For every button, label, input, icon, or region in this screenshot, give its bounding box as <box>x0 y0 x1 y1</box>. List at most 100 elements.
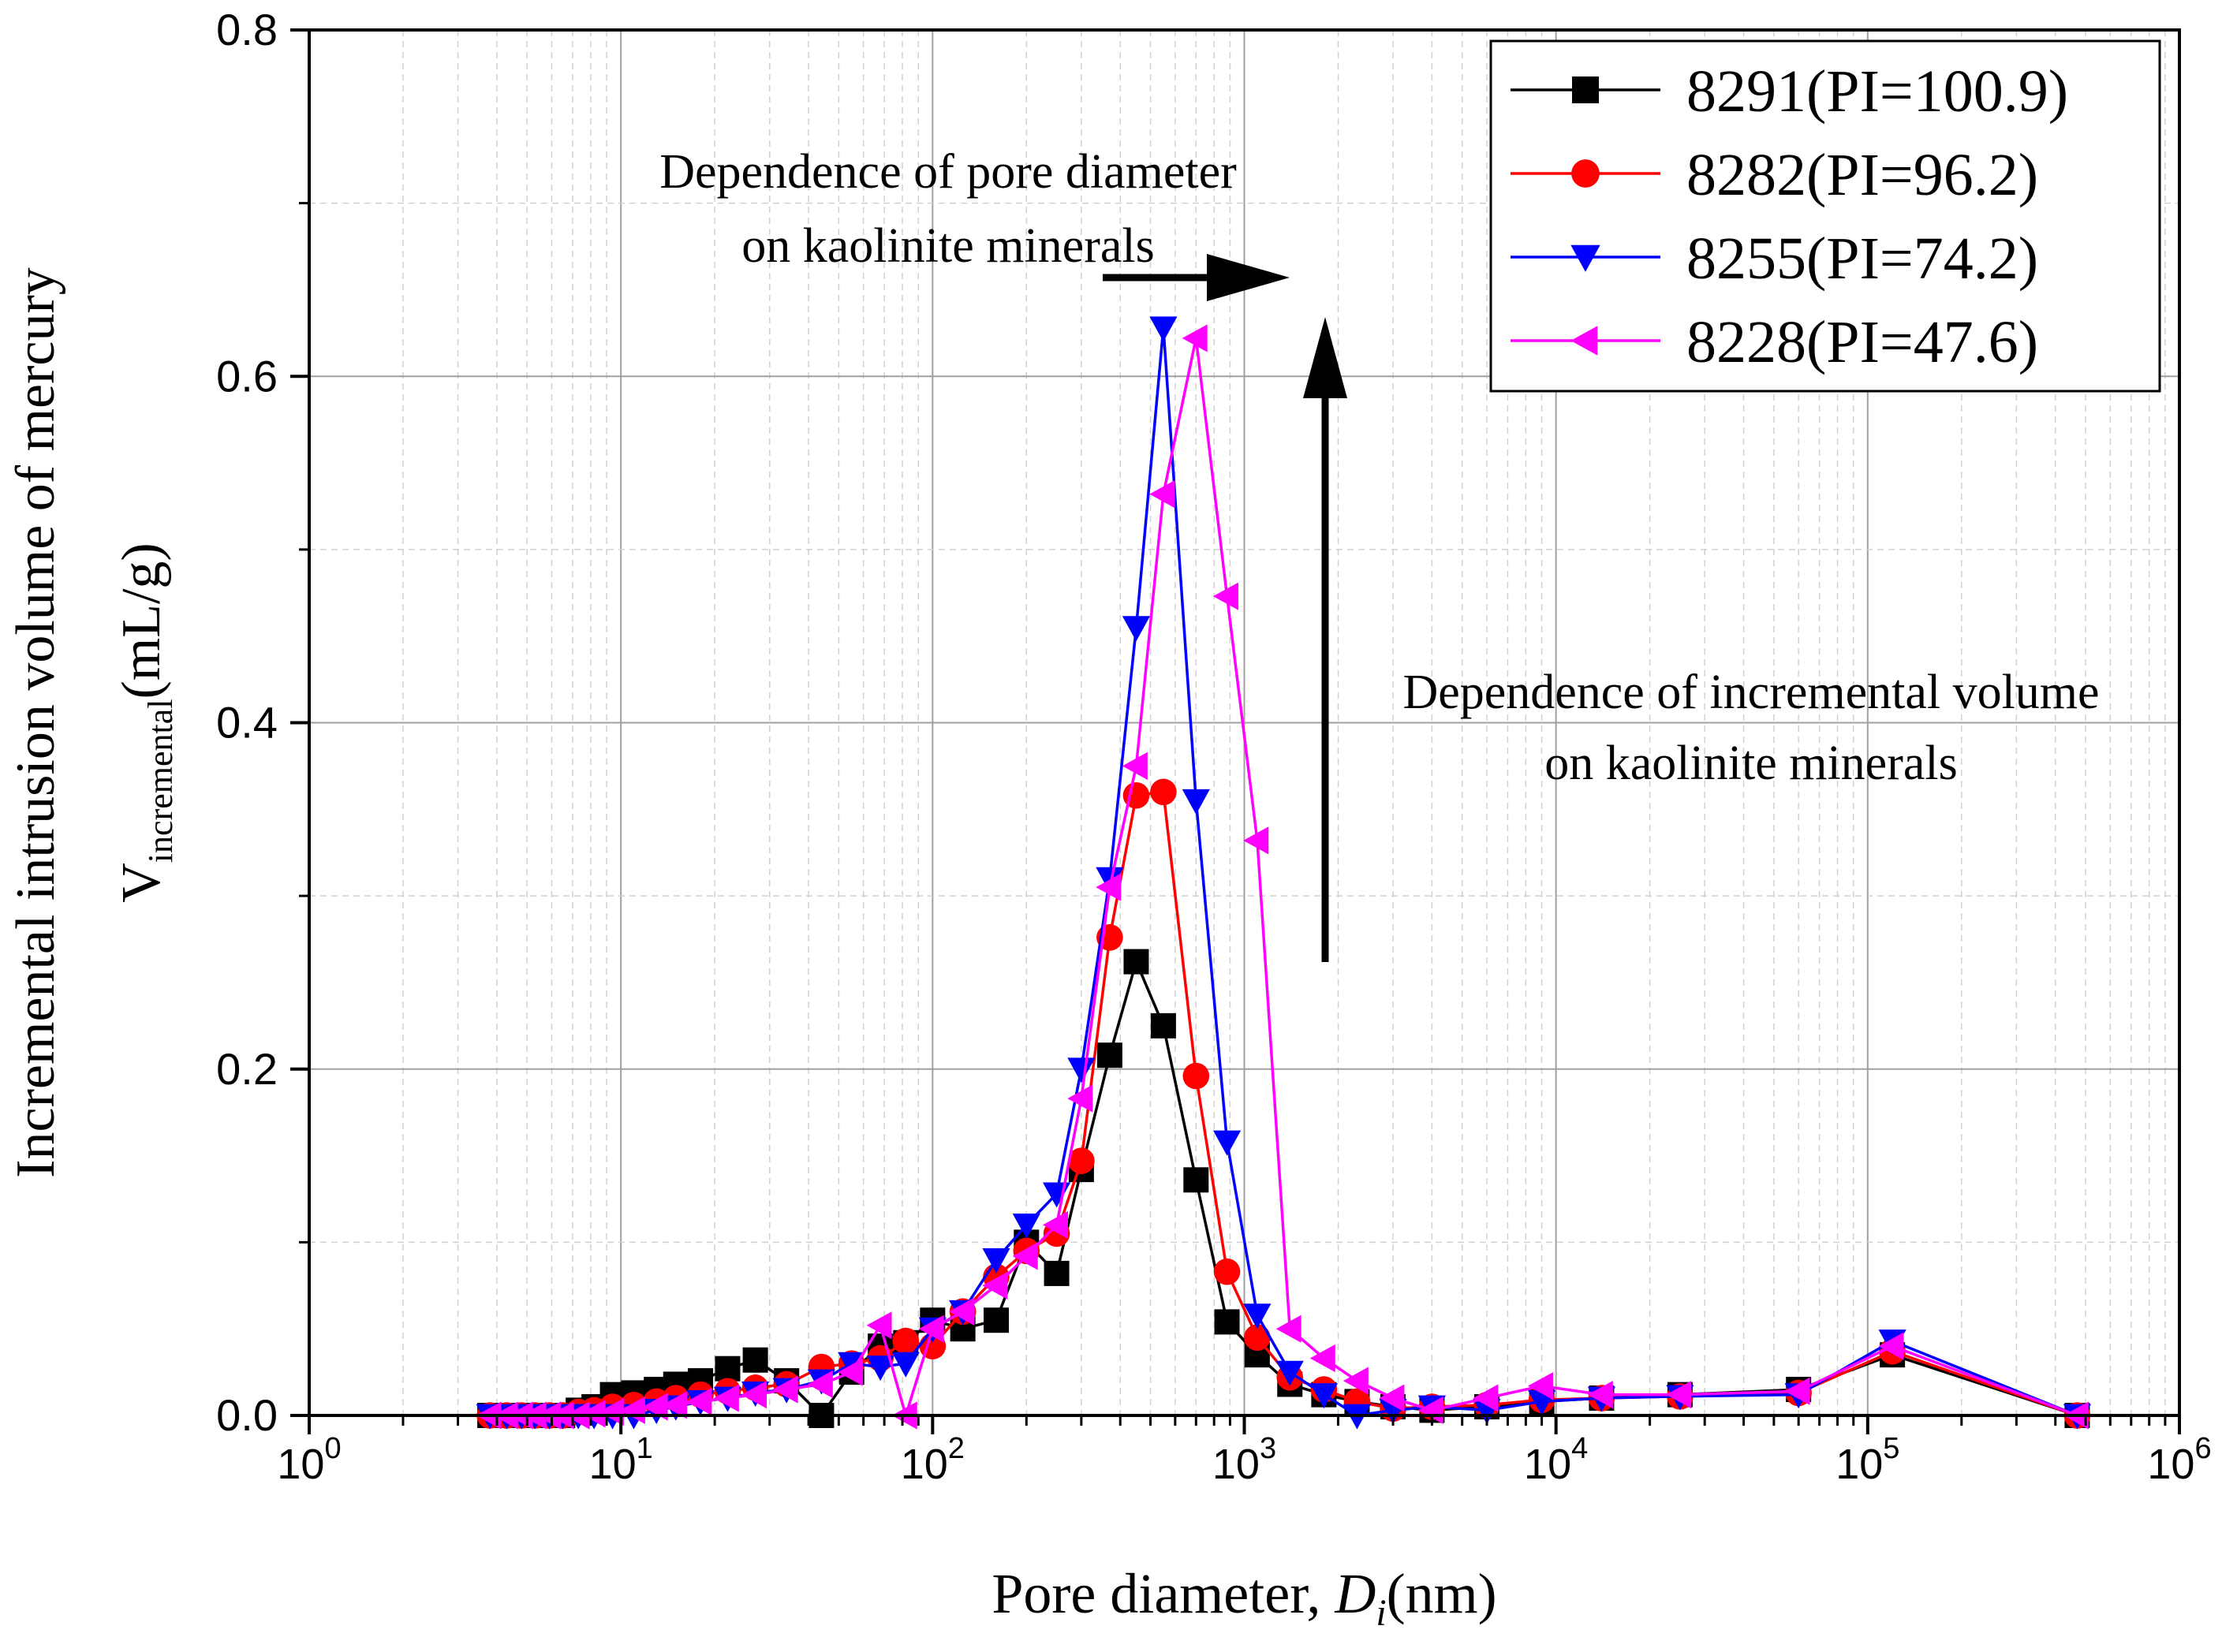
data-point <box>1122 751 1148 781</box>
axis-layer: 100 101 102 103 104 105 106 0.0 0.2 0.4 0.6 0.8 Pore… <box>6 5 2212 1634</box>
legend-label: 8291(PI=100.9) <box>1686 58 2068 125</box>
legend-marker <box>1570 326 1598 356</box>
annotation-layer: Dependence of pore diameter on kaolinite … <box>659 145 2100 962</box>
data-point <box>807 1370 833 1399</box>
x-axis-label: Pore diameter, Di(nm) <box>991 1562 1496 1634</box>
data-point <box>918 1315 944 1343</box>
data-point <box>1343 1367 1369 1395</box>
data-point <box>982 1271 1008 1300</box>
data-point <box>1243 1303 1272 1329</box>
data-point <box>686 1387 712 1416</box>
x-tick-label: 100 <box>277 1432 341 1488</box>
y-tick-label: 0.2 <box>216 1044 278 1094</box>
legend-entry-1: 8282(PI=96.2) <box>1511 142 2038 208</box>
data-point <box>1473 1384 1499 1412</box>
data-point <box>1068 1147 1095 1174</box>
data-point <box>1213 1258 1241 1285</box>
data-point <box>772 1375 798 1404</box>
legend-box <box>1489 39 2161 393</box>
data-point <box>1042 1210 1068 1240</box>
y-tick-label: 0.6 <box>216 351 278 401</box>
data-point <box>982 1247 1010 1273</box>
data-point <box>1212 582 1238 610</box>
data-point <box>891 1352 920 1378</box>
data-point <box>1122 616 1151 642</box>
legend-entry-0: 8291(PI=100.9) <box>1511 58 2068 125</box>
annotation-incremental-volume-line1: Dependence of incremental volume <box>1402 666 2099 719</box>
data-point <box>983 1307 1009 1333</box>
x-tick-label: 104 <box>1524 1432 1588 1488</box>
data-point <box>866 1311 892 1340</box>
data-point <box>1243 826 1269 855</box>
data-point <box>580 1400 606 1428</box>
legend-marker <box>1572 76 1599 103</box>
y-tick-label: 0.8 <box>216 5 278 54</box>
arrow-up-head <box>1303 317 1347 398</box>
x-tick-label: 103 <box>1212 1432 1276 1488</box>
data-point <box>1784 1377 1810 1405</box>
data-point <box>1182 1062 1210 1090</box>
data-point <box>1244 1324 1271 1351</box>
legend-label: 8255(PI=74.2) <box>1686 226 2038 292</box>
data-point <box>1067 1057 1096 1083</box>
annotation-pore-diameter-line2: on kaolinite minerals <box>741 219 1154 273</box>
legend-marker <box>1571 159 1600 188</box>
data-point <box>1275 1315 1301 1343</box>
y-axis-label-line1: Incremental intrusion volume of mercury <box>6 267 66 1178</box>
data-point <box>662 1391 688 1419</box>
data-point <box>1309 1383 1338 1409</box>
data-point <box>1150 778 1177 806</box>
data-point <box>1417 1396 1443 1425</box>
data-point <box>598 1398 624 1426</box>
data-point <box>1012 1214 1040 1240</box>
data-point <box>1666 1381 1692 1409</box>
data-point <box>1527 1372 1553 1400</box>
data-point <box>619 1396 645 1425</box>
legend-entry-2: 8255(PI=74.2) <box>1511 226 2038 292</box>
data-point <box>1183 1167 1209 1193</box>
data-point <box>1212 1130 1242 1156</box>
data-point <box>1275 1360 1304 1386</box>
data-point <box>713 1384 739 1412</box>
data-point <box>1878 1332 1904 1360</box>
x-tick-label: 102 <box>901 1432 965 1488</box>
data-point <box>1044 1260 1070 1286</box>
data-point <box>1149 479 1175 509</box>
y-axis-label-line2: Vincremental(mL/g) <box>111 543 180 903</box>
annotation-pore-diameter-line1: Dependence of pore diameter <box>659 145 1237 199</box>
data-point <box>1587 1381 1613 1409</box>
data-point <box>1012 1242 1038 1270</box>
annotation-incremental-volume-line2: on kaolinite minerals <box>1544 737 1957 790</box>
data-point <box>1096 1042 1122 1068</box>
legend-label: 8282(PI=96.2) <box>1686 142 2038 208</box>
data-point <box>1309 1344 1335 1373</box>
data-point <box>1123 949 1149 975</box>
data-point <box>1096 873 1122 901</box>
data-point <box>1067 1084 1093 1113</box>
series-layer <box>476 316 2092 1430</box>
data-point <box>838 1358 864 1386</box>
data-point <box>1379 1384 1405 1412</box>
y-tick-label: 0.0 <box>216 1390 278 1440</box>
data-point <box>741 1381 767 1409</box>
legend-marker <box>1570 244 1600 272</box>
legend-entry-3: 8228(PI=47.6) <box>1511 309 2038 375</box>
data-point <box>715 1356 741 1382</box>
legend: 8291(PI=100.9) 8282(PI=96.2) 8255(PI=74.2)… <box>1489 39 2161 393</box>
x-tick-label: 106 <box>2147 1432 2211 1488</box>
data-point <box>1149 316 1178 342</box>
data-point <box>642 1393 668 1421</box>
x-tick-label: 101 <box>589 1432 653 1488</box>
data-point <box>1214 1309 1240 1335</box>
arrow-right-head <box>1207 254 1290 301</box>
data-point <box>949 1297 975 1326</box>
y-tick-label: 0.4 <box>216 698 278 748</box>
x-tick-label: 105 <box>1835 1432 1899 1488</box>
data-point <box>742 1347 768 1373</box>
legend-label: 8228(PI=47.6) <box>1686 309 2038 375</box>
series-3 <box>476 324 2089 1430</box>
data-point <box>866 1356 894 1382</box>
data-point <box>1182 324 1208 352</box>
